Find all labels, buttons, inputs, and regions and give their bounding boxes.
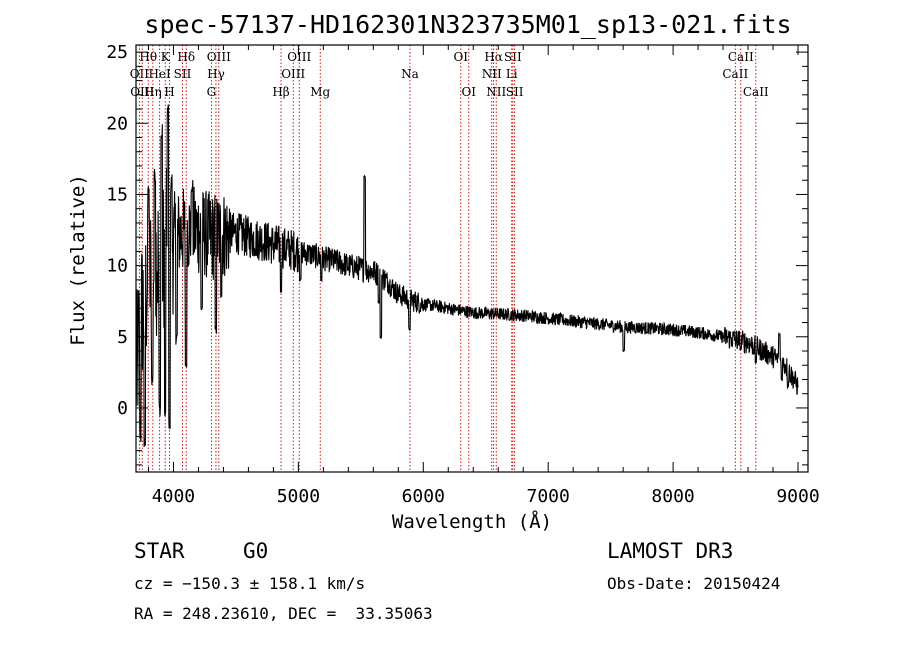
- marker-label: OI: [453, 50, 468, 64]
- redshift-text: cz = −150.3 ± 158.1 km/s: [134, 574, 366, 593]
- marker-label: H: [164, 85, 174, 99]
- marker-label: Hβ: [272, 85, 289, 99]
- marker-label: G: [207, 85, 217, 99]
- marker-label: Hη: [144, 85, 162, 99]
- x-tick-label: 9000: [776, 486, 819, 507]
- marker-label: SII: [174, 67, 192, 81]
- obs-date: Obs-Date: 20150424: [607, 574, 781, 593]
- y-axis-label: Flux (relative): [67, 174, 89, 346]
- x-axis-label: Wavelength (Å): [392, 510, 552, 533]
- marker-label: OIII: [207, 50, 231, 64]
- y-tick-label: 5: [117, 327, 128, 348]
- marker-label: OIII: [287, 50, 311, 64]
- x-tick-label: 5000: [277, 486, 320, 507]
- marker-label: NII: [482, 67, 502, 81]
- marker-label: SII: [504, 50, 522, 64]
- marker-label: HeI: [148, 67, 171, 81]
- marker-label: CaII: [722, 67, 748, 81]
- x-tick-label: 8000: [651, 486, 694, 507]
- x-tick-label: 6000: [402, 486, 445, 507]
- marker-label: OIII: [281, 67, 305, 81]
- marker-label: Hα: [484, 50, 503, 64]
- object-subclass: G0: [243, 539, 269, 563]
- marker-label: CaII: [728, 50, 754, 64]
- x-tick-label: 4000: [152, 486, 195, 507]
- marker-label: Hδ: [177, 50, 195, 64]
- y-tick-label: 10: [106, 256, 128, 277]
- coordinates: RA = 248.23610, DEC = 33.35063: [134, 604, 433, 623]
- marker-label: K: [161, 50, 171, 64]
- marker-label: NII: [486, 85, 506, 99]
- survey-name: LAMOST DR3: [607, 539, 734, 563]
- object-class: STAR: [134, 539, 185, 563]
- marker-label: OI: [461, 85, 476, 99]
- axes: 4000 5000 6000 7000 8000 9000 0 5 10 15 20 25: [106, 42, 819, 507]
- x-tick-label: 7000: [527, 486, 570, 507]
- y-tick-label: 0: [117, 398, 128, 419]
- marker-label: Hγ: [207, 67, 225, 81]
- marker-label: Mg: [310, 85, 330, 99]
- y-tick-label: 20: [106, 113, 128, 134]
- y-tick-label: 15: [106, 184, 128, 205]
- marker-label: SII: [506, 85, 524, 99]
- marker-label: Na: [401, 67, 419, 81]
- spectrum-line: [135, 104, 799, 448]
- plot-frame: [135, 44, 809, 473]
- marker-label: Li: [506, 67, 518, 81]
- chart-title: spec-57137-HD162301N323735M01_sp13-021.f…: [144, 10, 791, 39]
- y-tick-label: 25: [106, 42, 128, 63]
- marker-label: CaII: [743, 85, 769, 99]
- marker-label: OII: [130, 67, 150, 81]
